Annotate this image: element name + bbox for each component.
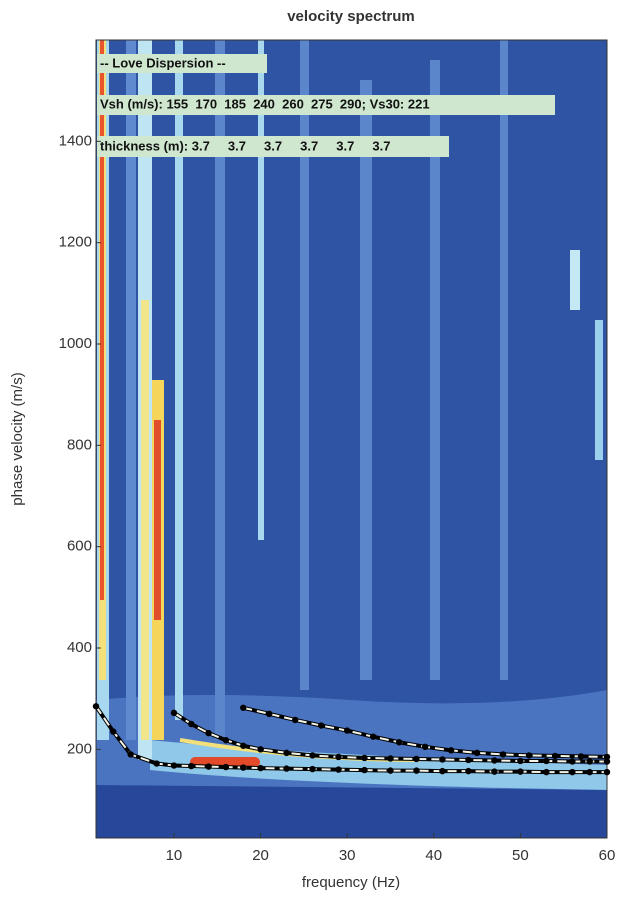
dispersion-point [465,756,472,764]
dispersion-point [317,722,325,729]
dispersion-point [543,757,550,765]
dispersion-point [240,764,247,771]
y-tick-label: 800 [67,436,92,453]
dispersion-point [439,756,446,763]
dispersion-point [292,716,299,724]
dispersion-point [361,754,368,762]
dispersion-point [395,739,403,746]
dispersion-point [205,729,212,737]
dispersion-point [543,768,550,776]
dispersion-point [369,733,377,740]
dispersion-point [283,749,290,757]
plot-frame [95,39,608,839]
dispersion-point [127,751,134,758]
dispersion-point [257,746,264,753]
dispersion-point [283,765,290,772]
velocity-spectrum-image [96,40,607,838]
y-tick-label: 600 [67,538,92,555]
dispersion-point [603,758,611,765]
dispersion-point [335,766,342,773]
dispersion-point [465,767,472,775]
dispersion-point [343,727,351,734]
dispersion-point [188,762,195,770]
annotation-box [97,136,449,157]
dispersion-point [413,755,420,763]
dispersion-point [586,758,593,765]
dispersion-point [499,751,507,758]
dispersion-point [92,703,100,710]
dispersion-point [473,749,481,757]
annotation-box [97,54,267,73]
dispersion-point [222,763,230,771]
dispersion-point [517,757,524,765]
dispersion-point [266,710,273,718]
y-tick-label: 1200 [59,234,92,251]
y-tick-label: 400 [67,639,92,656]
dispersion-point [569,768,576,776]
dispersion-point [170,762,178,769]
chart-title: velocity spectrum [287,8,415,25]
x-tick-label: 40 [425,847,442,864]
y-tick-label: 1400 [59,132,92,149]
dispersion-point [525,752,533,759]
dispersion-point [222,737,230,744]
x-tick-label: 60 [599,847,616,864]
dispersion-point [439,767,446,775]
dispersion-point [447,747,455,754]
dispersion-point [309,752,316,759]
dispersion-point [387,767,394,774]
x-tick-label: 50 [512,847,529,864]
dispersion-point [491,768,498,775]
dispersion-point [240,704,247,711]
annotation-box [97,95,555,115]
annotation: thickness (m): 3.7 3.7 3.7 3.7 3.7 3.7 [100,138,390,153]
dispersion-point [188,720,195,728]
dispersion-point [387,755,394,762]
dispersion-point [491,757,498,764]
dispersion-point [413,767,420,774]
annotation: Vsh (m/s): 155 170 185 240 260 275 290; … [100,96,430,111]
dispersion-point [205,763,212,770]
y-axis-label: phase velocity (m/s) [9,372,26,505]
dispersion-point [603,753,611,761]
dispersion-point [170,709,178,717]
x-tick-label: 30 [339,847,356,864]
dispersion-point [240,742,247,749]
dispersion-point [517,768,524,775]
dispersion-point [577,753,585,760]
dispersion-point [309,765,316,773]
x-tick-label: 20 [252,847,269,864]
dispersion-point [361,766,368,774]
dispersion-point [569,758,576,765]
dispersion-point [257,764,264,772]
y-tick-label: 1000 [59,335,92,352]
dispersion-point [335,753,342,761]
dispersion-point [153,760,160,767]
annotation: -- Love Dispersion -- [100,55,226,70]
dispersion-point [603,768,611,776]
dispersion-point [110,728,117,735]
x-axis-label: frequency (Hz) [302,874,400,891]
x-tick-label: 10 [166,847,183,864]
y-tick-label: 200 [67,740,92,757]
dispersion-point [586,768,593,776]
dispersion-point [421,743,429,750]
dispersion-point [551,752,559,760]
